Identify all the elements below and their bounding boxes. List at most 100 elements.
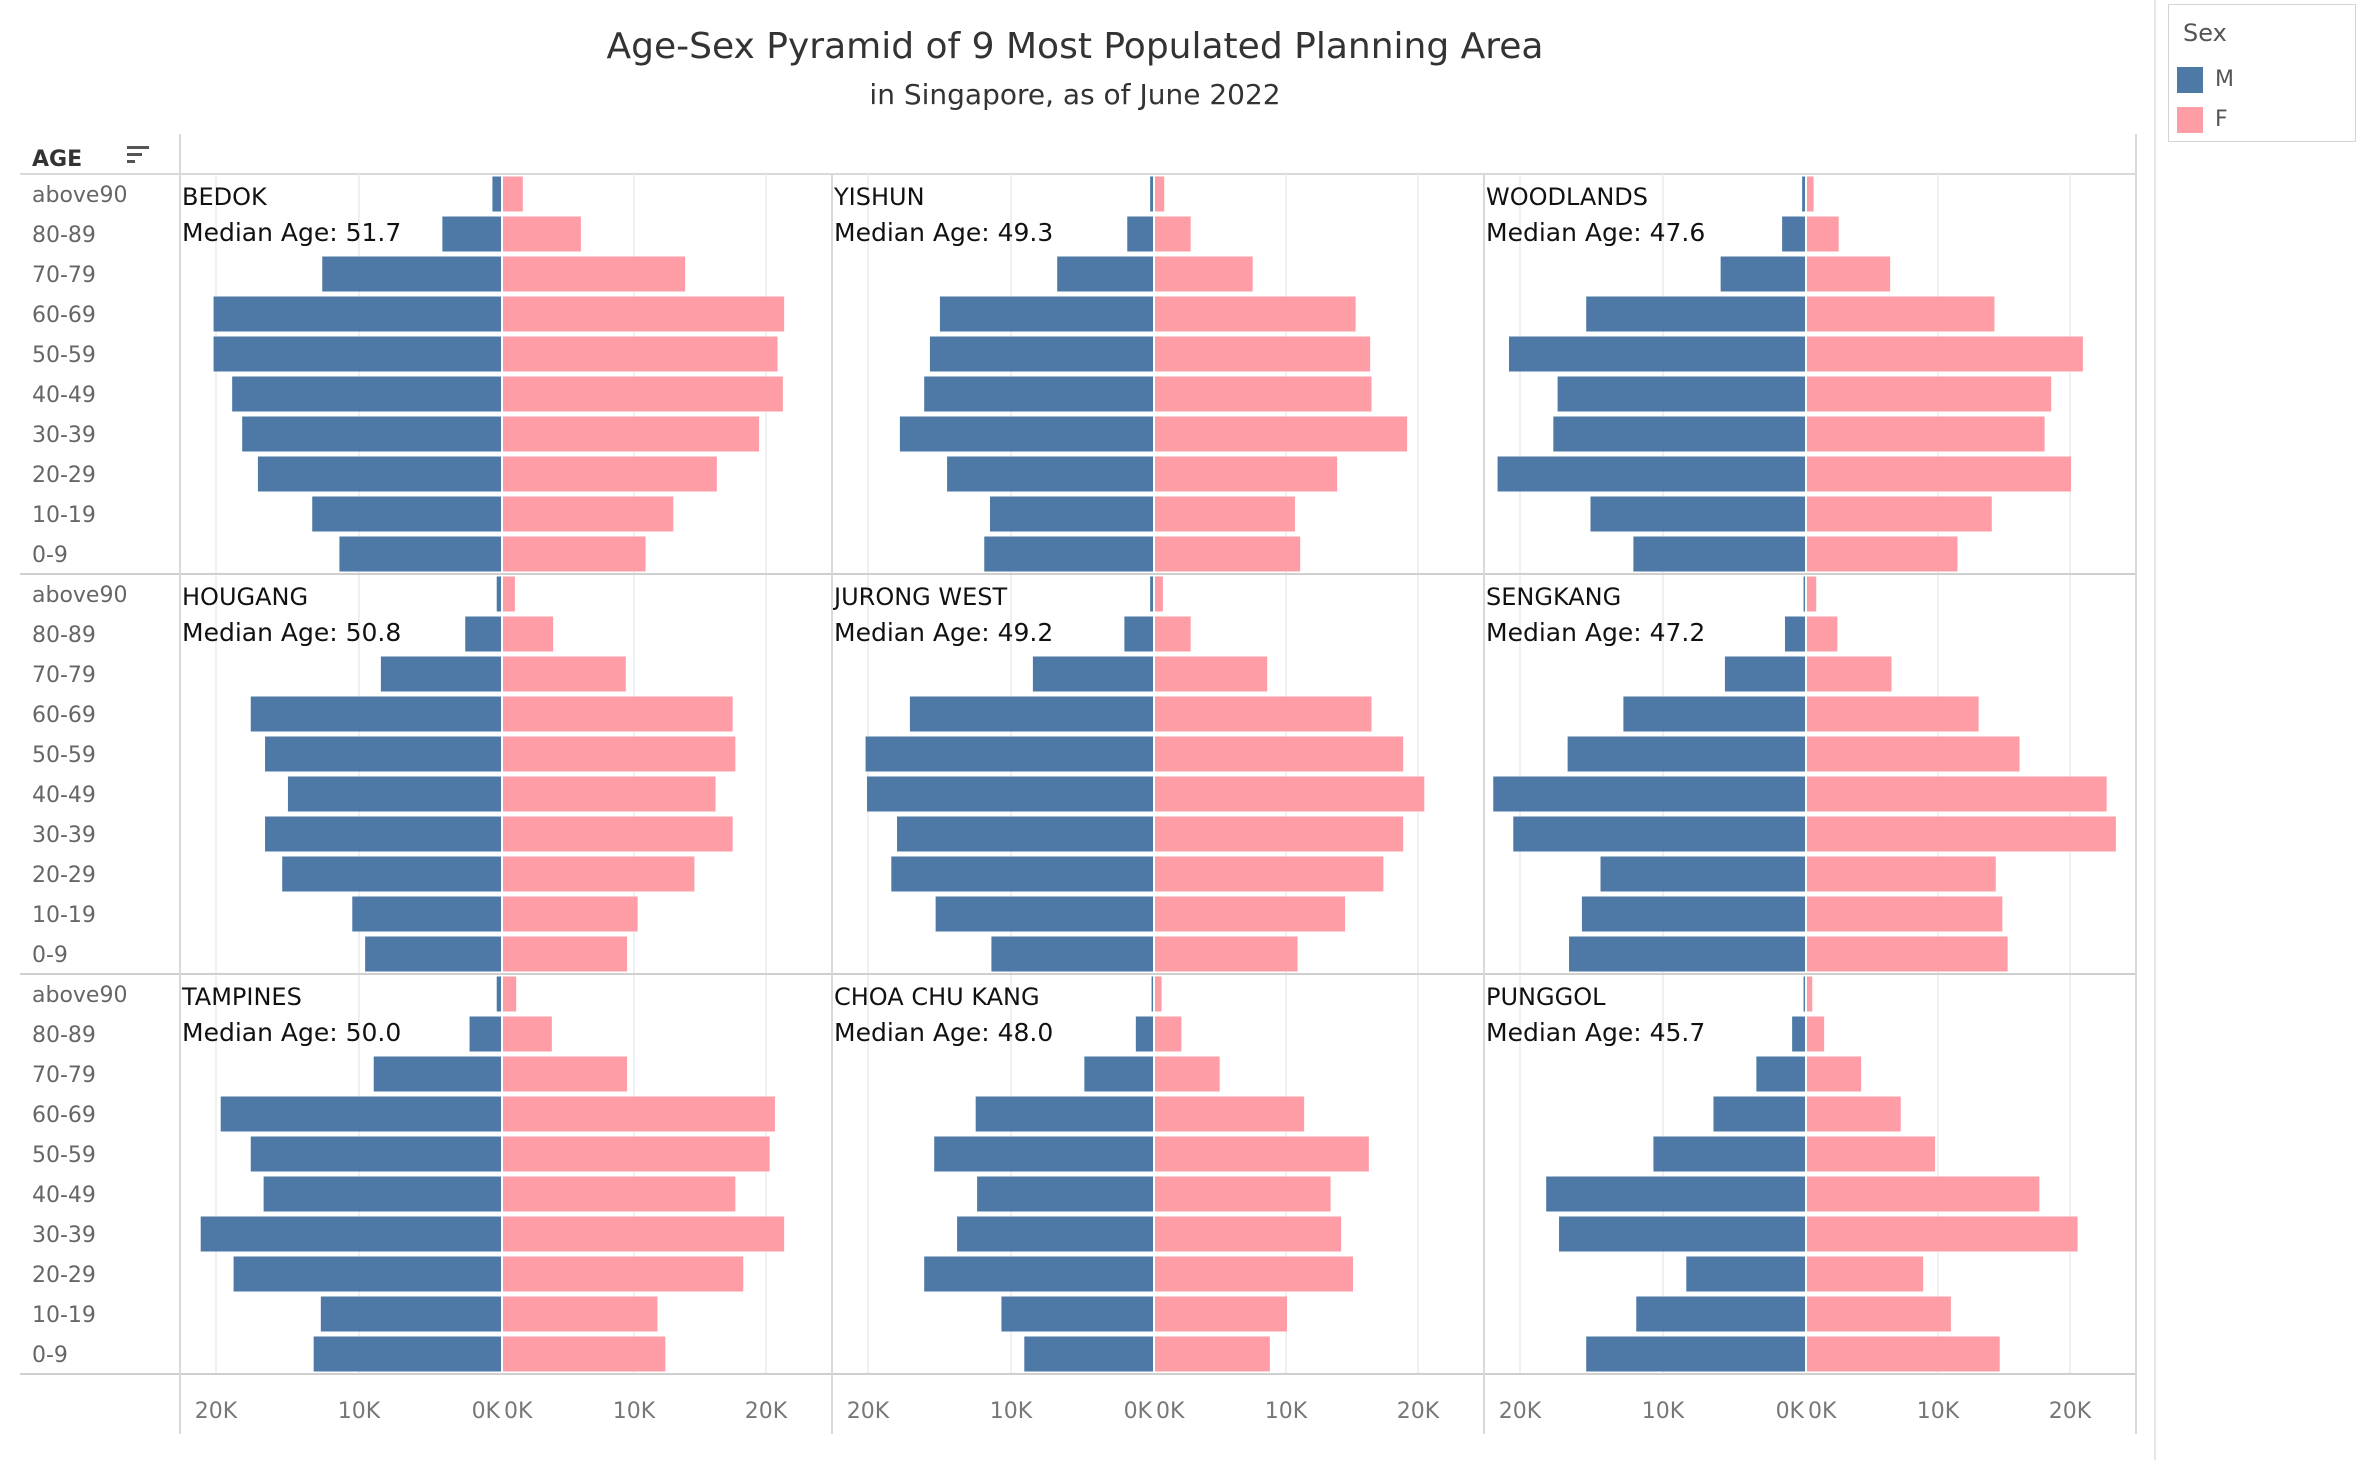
bar-male <box>265 736 501 772</box>
bar-male <box>1546 1176 1805 1212</box>
age-label: 0-9 <box>32 1343 68 1368</box>
area-name: SENGKANG <box>1486 583 1621 611</box>
age-label: above90 <box>32 583 127 608</box>
x-tick-label-male: 0K <box>1776 1399 1805 1424</box>
bar-female <box>1807 1016 1825 1052</box>
x-tick-label-male: 20K <box>195 1399 238 1424</box>
bar-female <box>1807 1136 1936 1172</box>
bar-female <box>1807 1336 2000 1372</box>
bar-female <box>1807 816 2116 852</box>
bar-male <box>232 376 501 412</box>
bar-female <box>503 336 778 372</box>
legend-swatch-female <box>2177 107 2203 133</box>
bar-female <box>1155 936 1298 972</box>
bar-male <box>924 1256 1153 1292</box>
bar-female <box>1807 1096 1901 1132</box>
median-age-label: Median Age: 47.2 <box>1486 618 1705 647</box>
bar-male <box>1124 616 1153 652</box>
bar-female <box>503 496 674 532</box>
bar-female <box>503 776 716 812</box>
age-label: 20-29 <box>32 463 96 488</box>
x-tick-label-male: 0K <box>1124 1399 1153 1424</box>
bar-female <box>503 736 736 772</box>
bar-male <box>469 1016 501 1052</box>
bar-male <box>935 896 1153 932</box>
x-tick-label-female: 20K <box>745 1399 788 1424</box>
bar-male <box>1508 336 1805 372</box>
bar-female <box>1155 1256 1353 1292</box>
bar-male <box>380 656 501 692</box>
age-label: 80-89 <box>32 223 96 248</box>
x-tick-label-female: 0K <box>1808 1399 1837 1424</box>
bar-male <box>1569 936 1805 972</box>
bar-male <box>365 936 501 972</box>
age-label: 70-79 <box>32 1063 96 1088</box>
bar-male <box>1553 416 1805 452</box>
age-label: 0-9 <box>32 543 68 568</box>
bar-female <box>1155 336 1371 372</box>
median-age-label: Median Age: 48.0 <box>834 1018 1053 1047</box>
bar-female <box>503 1016 552 1052</box>
bar-male <box>984 536 1153 572</box>
bar-female <box>503 816 733 852</box>
bar-female <box>1807 776 2107 812</box>
bar-male <box>1586 1336 1805 1372</box>
bar-male <box>312 496 501 532</box>
bar-female <box>503 856 695 892</box>
bar-male <box>1720 256 1805 292</box>
area-name: WOODLANDS <box>1486 183 1648 211</box>
bar-female <box>1807 456 2071 492</box>
bar-male <box>1623 696 1805 732</box>
bar-female <box>503 1256 744 1292</box>
bar-female <box>1155 736 1404 772</box>
bar-male <box>1600 856 1805 892</box>
bar-female <box>503 1216 785 1252</box>
bar-female <box>1155 696 1372 732</box>
row-header-age: AGE <box>32 147 82 172</box>
bar-male <box>1581 896 1805 932</box>
bar-male <box>1802 176 1805 212</box>
bar-male <box>250 1136 501 1172</box>
bar-female <box>503 696 733 732</box>
age-label: 10-19 <box>32 903 96 928</box>
bar-female <box>1155 1136 1369 1172</box>
legend-label-female: F <box>2215 107 2228 132</box>
bar-male <box>1493 776 1805 812</box>
bar-male <box>1782 216 1805 252</box>
pyramid-chart: AGE BEDOK Median Age: 51.7 YISHUN Median Age… <box>20 134 2137 1434</box>
bar-female <box>503 936 628 972</box>
bar-female <box>503 616 554 652</box>
bar-female <box>1155 216 1191 252</box>
bar-female <box>503 576 515 612</box>
bar-female <box>1155 616 1191 652</box>
legend[interactable]: Sex M F <box>2168 4 2356 142</box>
age-label: 0-9 <box>32 943 68 968</box>
bar-male <box>322 256 501 292</box>
bar-male <box>929 336 1153 372</box>
bar-male <box>492 176 501 212</box>
bar-male <box>897 816 1153 852</box>
bar-male <box>200 1216 501 1252</box>
legend-label-male: M <box>2215 67 2234 92</box>
bar-male <box>1151 976 1153 1012</box>
bar-male <box>320 1296 501 1332</box>
age-label: 20-29 <box>32 863 96 888</box>
bar-female <box>1807 496 1992 532</box>
x-tick-label-male: 10K <box>990 1399 1033 1424</box>
age-label: 50-59 <box>32 1143 96 1168</box>
median-age-label: Median Age: 50.8 <box>182 618 401 647</box>
bar-female <box>1155 1296 1287 1332</box>
x-tick-label-male: 20K <box>847 1399 890 1424</box>
bar-male <box>947 456 1153 492</box>
bar-male <box>939 296 1153 332</box>
bar-female <box>503 296 785 332</box>
bar-male <box>1636 1296 1805 1332</box>
chart-title: Age-Sex Pyramid of 9 Most Populated Plan… <box>606 26 1544 67</box>
bar-male <box>991 936 1153 972</box>
bar-male <box>909 696 1153 732</box>
bar-male <box>220 1096 501 1132</box>
bar-female <box>1155 496 1295 532</box>
age-label: 80-89 <box>32 623 96 648</box>
bar-male <box>1803 576 1805 612</box>
area-name: BEDOK <box>182 183 268 211</box>
